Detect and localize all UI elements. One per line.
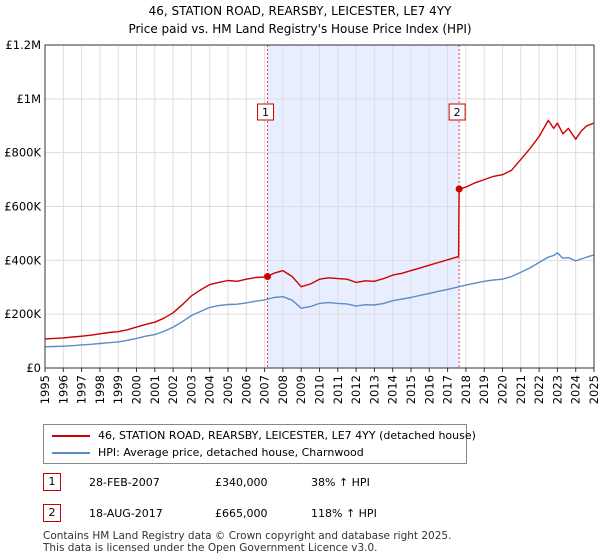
y-tick-label: £200K [4, 307, 41, 321]
x-tick-label: 2025 [587, 375, 600, 404]
x-tick-label: 2008 [276, 375, 290, 404]
x-tick-label: 1996 [56, 375, 70, 404]
sale-point [455, 185, 463, 193]
legend-label-property: 46, STATION ROAD, REARSBY, LEICESTER, LE… [98, 429, 476, 442]
x-tick-label: 2022 [532, 375, 546, 404]
sale-price: £340,000 [215, 476, 268, 489]
footer: Contains HM Land Registry data © Crown c… [43, 530, 451, 554]
y-tick-label: £600K [4, 200, 41, 214]
x-tick-label: 1998 [93, 375, 107, 404]
x-tick-label: 2018 [459, 375, 473, 404]
x-tick-label: 2009 [294, 375, 308, 404]
x-tick-label: 2003 [184, 375, 198, 404]
x-tick-label: 2001 [148, 375, 162, 404]
x-tick-label: 2016 [422, 375, 436, 404]
x-tick-label: 2014 [386, 375, 400, 404]
sale-date: 18-AUG-2017 [89, 507, 163, 520]
x-tick-label: 2012 [349, 375, 363, 404]
x-tick-label: 2020 [496, 375, 510, 404]
chart-title: 46, STATION ROAD, REARSBY, LEICESTER, LE… [148, 4, 452, 18]
legend: 46, STATION ROAD, REARSBY, LEICESTER, LE… [43, 424, 476, 464]
x-tick-label: 2007 [258, 375, 272, 404]
x-tick-label: 1997 [75, 375, 89, 404]
x-tick-label: 2024 [569, 375, 583, 404]
sale-hpi-change: 38% ↑ HPI [311, 476, 370, 489]
y-tick-label: £1M [16, 92, 41, 106]
sale-date: 28-FEB-2007 [89, 476, 160, 489]
sale-price: £665,000 [215, 507, 268, 520]
x-tick-label: 2023 [550, 375, 564, 404]
x-tick-label: 2000 [130, 375, 144, 404]
x-tick-label: 2019 [477, 375, 491, 404]
x-tick-label: 1995 [38, 375, 52, 404]
footer-copyright: Contains HM Land Registry data © Crown c… [43, 530, 452, 542]
x-tick-label: 2005 [221, 375, 235, 404]
sale-badge: 1 [43, 473, 61, 491]
chart-subtitle: Price paid vs. HM Land Registry's House … [128, 22, 472, 36]
sale-badge: 2 [43, 504, 61, 522]
footer-licence: This data is licensed under the Open Gov… [43, 542, 378, 554]
sale-badge-box [257, 103, 275, 121]
y-tick-label: £0 [26, 361, 41, 375]
x-tick-label: 2010 [313, 375, 327, 404]
x-tick-label: 1999 [111, 375, 125, 404]
x-tick-label: 2004 [203, 375, 217, 404]
legend-label-hpi: HPI: Average price, detached house, Char… [98, 446, 364, 459]
plot-frame [44, 44, 595, 369]
y-tick-label: £1.2M [5, 38, 41, 52]
sale-badge-label: 2 [454, 106, 461, 119]
sale-hpi-change: 118% ↑ HPI [311, 507, 377, 520]
legend-swatch-property [52, 435, 90, 437]
x-tick-label: 2011 [331, 375, 345, 404]
hpi-series-line [44, 252, 595, 348]
x-tick-label: 2006 [239, 375, 253, 404]
property-series-line [44, 119, 595, 340]
x-tick-label: 2021 [514, 375, 528, 404]
x-tick-label: 2002 [166, 375, 180, 404]
sale-point [264, 272, 272, 280]
y-tick-label: £400K [4, 253, 41, 267]
x-tick-label: 2013 [367, 375, 381, 404]
price-chart: £0 £200K £400K £600K £800K £1M £1.2M 1995 1996 19… [4, 38, 600, 404]
y-tick-label: £800K [4, 146, 41, 160]
sale-badge-box [448, 103, 466, 121]
x-tick-label: 2015 [404, 375, 418, 404]
sale-badge-label: 1 [262, 106, 269, 119]
x-tick-label: 2017 [441, 375, 455, 404]
legend-swatch-hpi [52, 452, 90, 454]
